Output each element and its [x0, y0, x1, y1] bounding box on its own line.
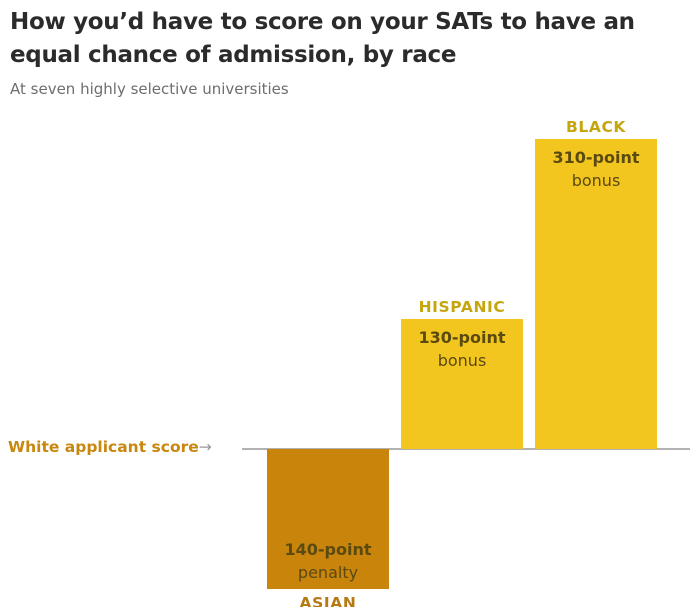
value-kind-black: bonus [572, 171, 621, 190]
category-label-hispanic: HISPANIC [419, 298, 506, 316]
category-label-black: BLACK [566, 118, 626, 136]
value-kind-hispanic: bonus [438, 351, 487, 370]
chart-title: How you’d have to score on your SATs to … [10, 9, 635, 68]
chart-subtitle: At seven highly selective universities [10, 80, 289, 98]
baseline-label: White applicant score [8, 438, 199, 456]
bar-black [535, 139, 657, 449]
value-label-black: 310-point [552, 148, 639, 167]
category-label-asian: ASIAN [300, 594, 357, 607]
value-label-hispanic: 130-point [418, 328, 505, 347]
value-kind-asian: penalty [298, 563, 358, 582]
value-label-asian: 140-point [284, 540, 371, 559]
bar-hispanic [401, 319, 523, 449]
baseline-label-group: White applicant score→ [8, 438, 212, 456]
arrow-right-icon: → [198, 438, 212, 456]
bar-asian [267, 449, 389, 589]
